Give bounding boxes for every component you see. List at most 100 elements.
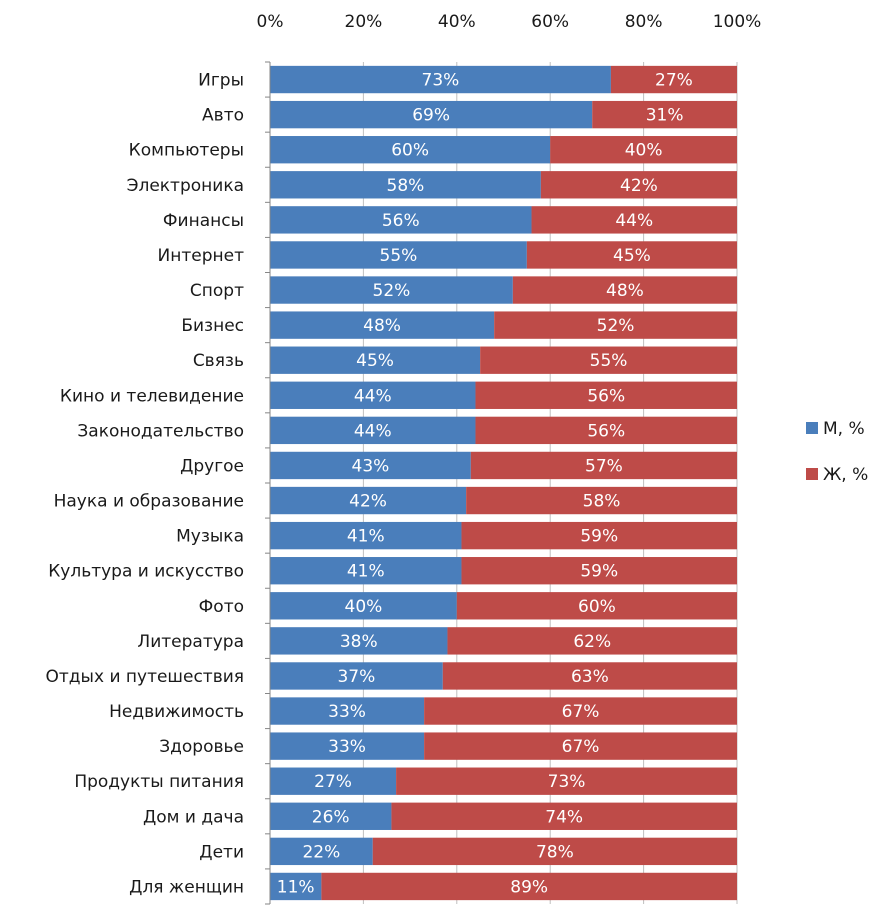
data-label: 74%: [545, 807, 583, 827]
data-label: 37%: [337, 667, 375, 687]
category-label: Культура и искусство: [48, 562, 244, 582]
bar-zh: [550, 136, 737, 164]
data-label: 78%: [536, 842, 574, 862]
bar-m: [270, 311, 495, 339]
category-label: Авто: [202, 106, 244, 126]
data-label: 27%: [314, 772, 352, 792]
data-label: 44%: [354, 386, 392, 406]
bar-zh: [540, 171, 737, 199]
bar-m: [270, 416, 476, 445]
x-tick-label: 20%: [345, 12, 383, 32]
category-label: Музыка: [176, 527, 244, 547]
bars: [270, 65, 737, 901]
data-label: 44%: [354, 421, 392, 441]
x-axis-tick-labels: 0% 20% 40% 60% 80% 100%: [257, 12, 762, 32]
bar-zh: [321, 872, 737, 901]
category-label: Другое: [180, 456, 244, 476]
category-label: Компьютеры: [129, 141, 244, 161]
category-label: Наука и образование: [54, 492, 244, 512]
data-label: 55%: [380, 246, 418, 266]
bar-zh: [592, 100, 737, 129]
data-label: 45%: [613, 246, 651, 266]
legend-label-m: М, %: [823, 419, 865, 439]
bar-zh: [424, 697, 737, 725]
category-label: Здоровье: [159, 737, 244, 757]
category-label: Продукты питания: [74, 772, 244, 792]
data-label: 45%: [356, 351, 394, 371]
category-label: Для женщин: [129, 877, 244, 897]
category-label: Электроника: [127, 176, 244, 196]
bar-zh: [372, 837, 737, 866]
bar-m: [270, 486, 467, 515]
category-label: Бизнес: [181, 316, 244, 336]
data-label: 40%: [625, 141, 663, 161]
data-label: 40%: [345, 597, 383, 617]
bar-zh: [494, 311, 737, 339]
category-label: Литература: [137, 632, 244, 652]
data-label: 52%: [373, 281, 411, 301]
bar-m: [270, 837, 373, 866]
data-label: 73%: [548, 772, 586, 792]
data-label: 55%: [590, 351, 628, 371]
data-label: 48%: [606, 281, 644, 301]
data-label: 62%: [573, 632, 611, 652]
data-label: 58%: [387, 176, 425, 196]
bar-zh: [391, 802, 737, 830]
data-label: 67%: [562, 702, 600, 722]
category-label: Спорт: [190, 281, 244, 301]
data-label: 48%: [363, 316, 401, 336]
data-label: 22%: [302, 842, 340, 862]
data-label: 31%: [646, 106, 684, 126]
category-label: Интернет: [158, 246, 245, 266]
legend-swatch-m: [806, 422, 818, 434]
data-label: 52%: [597, 316, 635, 336]
y-axis: [265, 61, 271, 905]
bar-m: [270, 627, 448, 655]
data-label: 27%: [655, 71, 693, 91]
data-label: 63%: [571, 667, 609, 687]
bar-m: [270, 662, 443, 690]
data-label: 43%: [352, 456, 390, 476]
category-label: Кино и телевидение: [60, 386, 244, 406]
data-label: 56%: [382, 211, 420, 231]
bar-zh: [512, 276, 737, 304]
bar-zh: [442, 662, 737, 690]
data-label: 60%: [391, 141, 429, 161]
bar-m: [270, 381, 476, 409]
category-label: Игры: [198, 71, 244, 91]
legend-swatch-zh: [806, 468, 818, 480]
bar-m: [270, 346, 481, 374]
bar-zh: [466, 486, 737, 515]
x-tick-label: 60%: [531, 12, 569, 32]
category-label: Дом и дача: [143, 807, 244, 827]
bar-m: [270, 136, 551, 164]
bar-m: [270, 697, 425, 725]
bar-m: [270, 100, 593, 129]
data-label: 56%: [587, 386, 625, 406]
data-label: 38%: [340, 632, 378, 652]
x-tick-label: 100%: [713, 12, 762, 32]
category-label: Дети: [199, 842, 244, 862]
bar-m: [270, 732, 425, 760]
data-label: 59%: [580, 562, 618, 582]
bar-zh: [470, 451, 737, 480]
bar-m: [270, 557, 462, 585]
bar-zh: [461, 557, 737, 585]
x-tick-label: 0%: [257, 12, 284, 32]
bar-m: [270, 802, 392, 830]
bar-zh: [526, 241, 737, 269]
category-label: Недвижимость: [109, 702, 244, 722]
bar-m: [270, 767, 397, 795]
category-labels: Игры Авто Компьютеры Электроника Финансы Инте…: [46, 71, 245, 898]
bar-m: [270, 451, 471, 480]
data-label: 57%: [585, 456, 623, 476]
data-label: 89%: [510, 877, 548, 897]
data-label: 42%: [620, 176, 658, 196]
data-label: 59%: [580, 527, 618, 547]
bar-m: [270, 276, 513, 304]
category-label: Фото: [199, 597, 244, 617]
category-label: Отдых и путешествия: [46, 667, 244, 687]
bar-zh: [447, 627, 737, 655]
data-label: 73%: [422, 71, 460, 91]
bar-zh: [461, 521, 737, 550]
